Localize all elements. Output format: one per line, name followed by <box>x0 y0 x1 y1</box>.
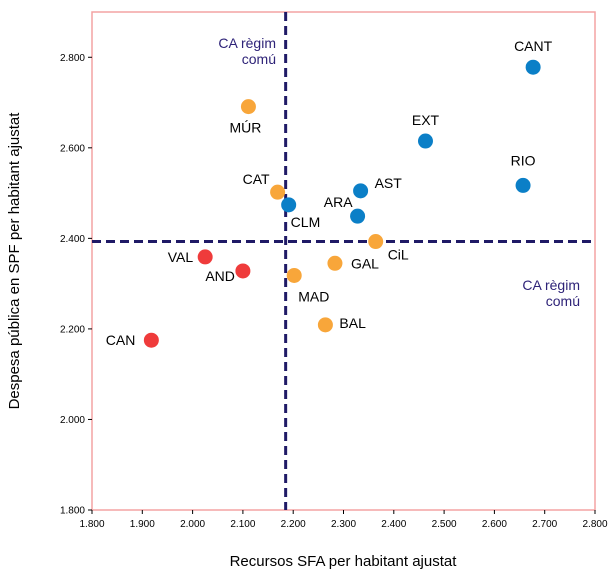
data-label-múr: MÚR <box>229 120 261 136</box>
data-point-cil <box>368 234 384 250</box>
data-label-val: VAL <box>168 249 194 265</box>
x-tick-label: 1.900 <box>130 519 155 530</box>
data-label-clm: CLM <box>291 214 321 230</box>
data-label-can: CAN <box>106 332 136 348</box>
y-tick-label: 2.600 <box>60 143 85 154</box>
data-point-and <box>235 263 251 279</box>
data-point-múr <box>240 99 256 115</box>
y-tick-label: 2.400 <box>60 234 85 245</box>
annotation-ca-top-line: CA règim <box>218 35 276 51</box>
data-point-ast <box>353 183 369 199</box>
x-tick-label: 2.400 <box>381 519 406 530</box>
x-tick-label: 2.200 <box>281 519 306 530</box>
data-point-cant <box>525 59 541 75</box>
x-tick-label: 2.000 <box>180 519 205 530</box>
data-point-gal <box>327 255 343 271</box>
x-tick-label: 2.500 <box>432 519 457 530</box>
plot-frame <box>91 11 596 511</box>
data-point-ara <box>350 208 366 224</box>
data-point-clm <box>281 197 297 213</box>
data-point-val <box>197 249 213 265</box>
data-label-ara: ARA <box>324 194 353 210</box>
x-tick-label: 2.600 <box>482 519 507 530</box>
data-label-rio: RIO <box>511 152 536 168</box>
x-tick-label: 2.700 <box>532 519 557 530</box>
data-label-bal: BAL <box>339 315 366 331</box>
data-point-rio <box>515 177 531 193</box>
y-tick-label: 1.800 <box>60 506 85 517</box>
data-label-cant: CANT <box>514 38 553 54</box>
data-label-ext: EXT <box>412 112 440 128</box>
data-point-cat <box>270 184 286 200</box>
data-point-bal <box>317 317 333 333</box>
y-axis-title: Despesa pública en SPF per habitant ajus… <box>6 112 23 410</box>
x-tick-label: 1.800 <box>79 519 104 530</box>
x-tick-label: 2.300 <box>331 519 356 530</box>
data-label-cil: CiL <box>388 247 409 263</box>
data-point-mad <box>286 267 302 283</box>
data-point-can <box>143 332 159 348</box>
y-axis-ticks: 1.800 2.000 2.200 2.400 2.600 2.800 <box>60 53 92 517</box>
x-axis-title: Recursos SFA per habitant ajustat <box>230 553 458 570</box>
y-tick-label: 2.200 <box>60 324 85 335</box>
x-tick-label: 2.800 <box>582 519 607 530</box>
data-label-mad: MAD <box>298 288 329 304</box>
annotation-ca-right-line: CA règim <box>522 277 580 293</box>
x-axis-ticks: 1.800 1.900 2.000 2.100 2.200 2.300 2.400 2.500… <box>79 510 608 530</box>
data-label-ast: AST <box>375 175 403 191</box>
data-label-cat: CAT <box>243 171 270 187</box>
annotation-ca-right-line: comú <box>546 293 580 309</box>
data-points <box>143 59 541 348</box>
y-tick-label: 2.800 <box>60 53 85 64</box>
x-tick-label: 2.100 <box>230 519 255 530</box>
data-label-gal: GAL <box>351 255 379 271</box>
annotation-ca-top-line: comú <box>242 51 276 67</box>
data-point-ext <box>417 133 433 149</box>
data-label-and: AND <box>205 268 235 284</box>
y-tick-label: 2.000 <box>60 415 85 426</box>
